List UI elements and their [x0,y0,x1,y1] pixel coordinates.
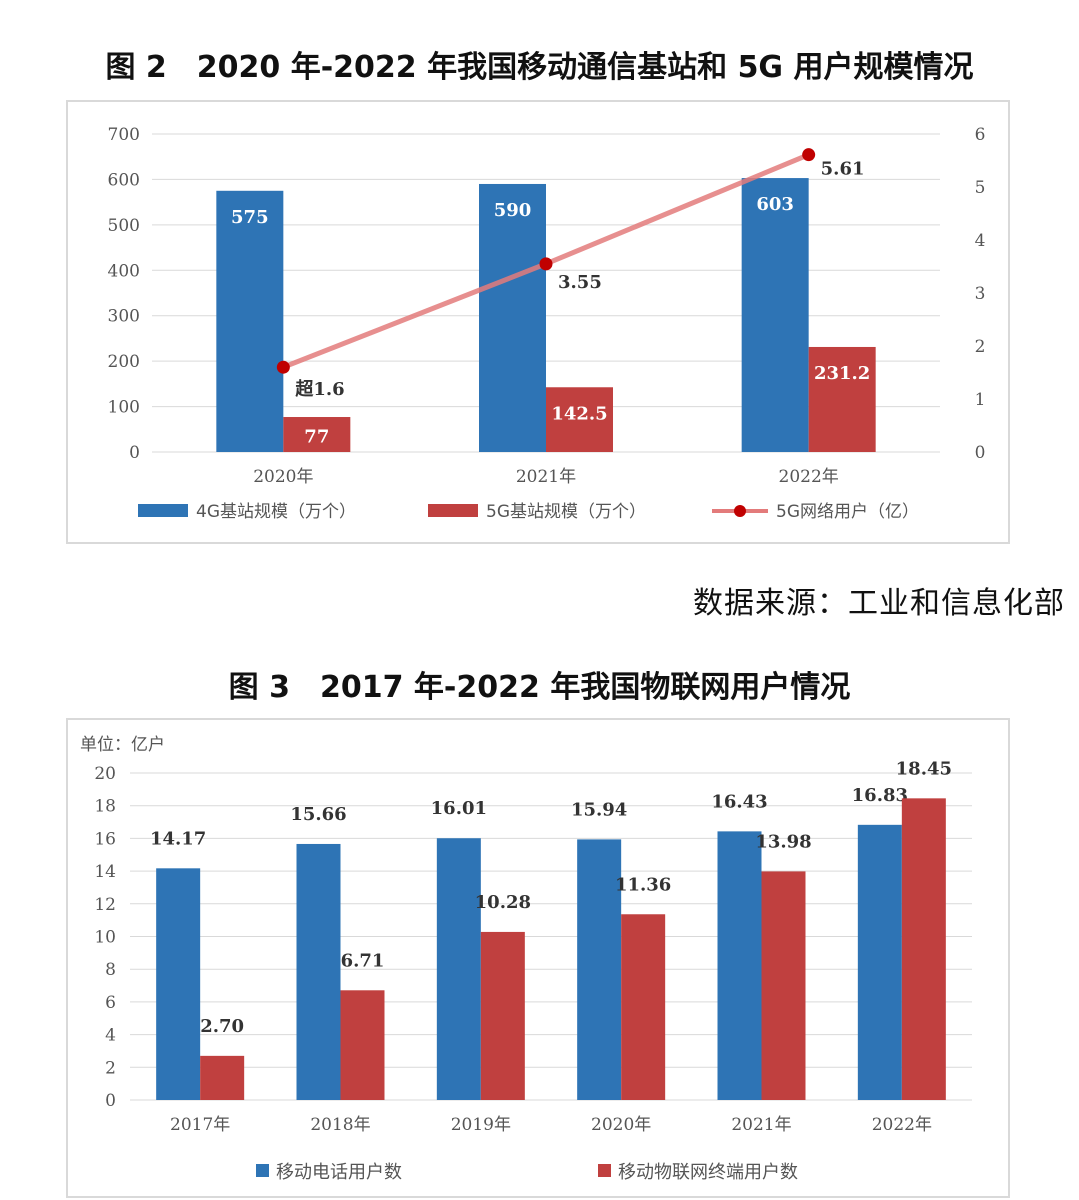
bar [479,183,546,452]
legend-swatch [256,1164,269,1177]
data-label: 231.2 [814,363,870,384]
bar [436,838,481,1100]
data-label: 16.43 [711,791,767,812]
bar [296,843,341,1100]
x-tick-label: 2021年 [731,1115,791,1135]
x-tick-label: 2021年 [516,467,576,487]
figure3-unit-label: 单位：亿户 [80,735,165,755]
data-label: 14.17 [150,828,206,849]
x-tick-label: 2020年 [253,467,313,487]
y-tick-label: 200 [108,352,140,372]
bar [283,417,351,452]
line-data-label: 超1.6 [295,378,344,400]
bar [156,868,201,1100]
legend-swatch [428,504,478,517]
y-tick-label: 100 [108,398,140,418]
line-point [802,148,816,162]
y-tick-label: 12 [94,895,116,915]
x-tick-label: 2022年 [779,467,839,487]
y-tick-label: 6 [105,993,116,1013]
line-data-label: 5.61 [821,159,865,180]
data-label: 590 [494,200,532,221]
y-tick-label: 500 [108,216,140,236]
figure3-chart-panel: 单位：亿户 0 2 4 6 8 10 12 14 16 18 20 2017年 14.17 2.70 201… [66,718,1010,1198]
data-label: 142.5 [551,403,607,424]
bar [761,871,806,1100]
data-label: 15.94 [571,799,627,820]
figure2-title: 图 2 2020 年-2022 年我国移动通信基站和 5G 用户规模情况 [105,50,974,85]
line-data-label: 3.55 [558,272,602,293]
figure2-chart: 0 100 200 300 400 500 600 700 0 1 2 3 4 5 6 2020年 575 77 2… [108,125,986,522]
data-label: 6.71 [341,950,385,971]
legend-swatch [138,504,188,517]
x-tick-label: 2022年 [872,1115,932,1135]
y2-tick-label: 6 [975,125,986,145]
bar [808,346,876,452]
x-tick-label: 2019年 [451,1115,511,1135]
y2-tick-label: 3 [975,284,986,304]
data-label: 16.01 [431,798,487,819]
bar [901,798,946,1100]
legend-label: 移动物联网终端用户数 [618,1162,798,1183]
line-point [539,257,553,271]
data-label: 77 [304,427,329,448]
data-label: 16.83 [852,785,908,806]
legend-swatch [598,1164,611,1177]
bar [200,1055,245,1100]
y-tick-label: 18 [94,797,116,817]
data-label: 13.98 [755,831,811,852]
y-tick-label: 0 [129,443,140,463]
bar [577,839,622,1100]
figure3-title: 图 3 2017 年-2022 年我国物联网用户情况 [228,670,851,705]
data-label: 2.70 [200,1016,244,1037]
y2-tick-label: 5 [975,178,986,198]
y2-tick-label: 4 [975,231,986,251]
legend-label: 5G基站规模（万个） [486,502,646,522]
y-tick-label: 20 [94,764,116,784]
y-tick-label: 10 [94,928,116,948]
bar [741,178,809,452]
y-tick-label: 14 [94,862,116,882]
data-label: 575 [231,207,269,228]
data-label: 15.66 [290,804,346,825]
bar [621,914,666,1100]
figure3-chart: 0 2 4 6 8 10 12 14 16 18 20 2017年 14.17 2.70 2018年 15.6… [94,758,972,1183]
legend-swatch-marker [734,505,746,517]
y-tick-label: 4 [105,1026,116,1046]
data-label: 18.45 [896,758,952,779]
bar [480,931,525,1100]
y-tick-label: 8 [105,960,116,980]
x-tick-label: 2017年 [170,1115,230,1135]
bar [717,831,762,1100]
bar [340,990,385,1100]
figure2-chart-panel: 0 100 200 300 400 500 600 700 0 1 2 3 4 5 6 2020年 575 77 2… [66,100,1010,544]
line-point [276,360,290,374]
y-tick-label: 400 [108,261,140,281]
y-tick-label: 300 [108,307,140,327]
y-tick-label: 700 [108,125,140,145]
bar [216,190,284,452]
y-tick-label: 2 [105,1058,116,1078]
legend-label: 5G网络用户（亿） [776,502,919,522]
data-label: 10.28 [475,892,531,913]
y-tick-label: 600 [108,170,140,190]
x-tick-label: 2020年 [591,1115,651,1135]
legend-label: 4G基站规模（万个） [196,502,356,522]
bar [857,824,902,1100]
bar [546,387,613,452]
y2-tick-label: 0 [975,443,986,463]
y2-tick-label: 1 [975,390,986,410]
data-source-note: 数据来源：工业和信息化部 [693,586,1065,621]
x-tick-label: 2018年 [310,1115,370,1135]
data-label: 11.36 [615,874,671,895]
y2-tick-label: 2 [975,337,986,357]
data-label: 603 [756,194,794,215]
y-tick-label: 16 [94,829,116,849]
y-tick-label: 0 [105,1091,116,1111]
legend-label: 移动电话用户数 [276,1162,402,1183]
